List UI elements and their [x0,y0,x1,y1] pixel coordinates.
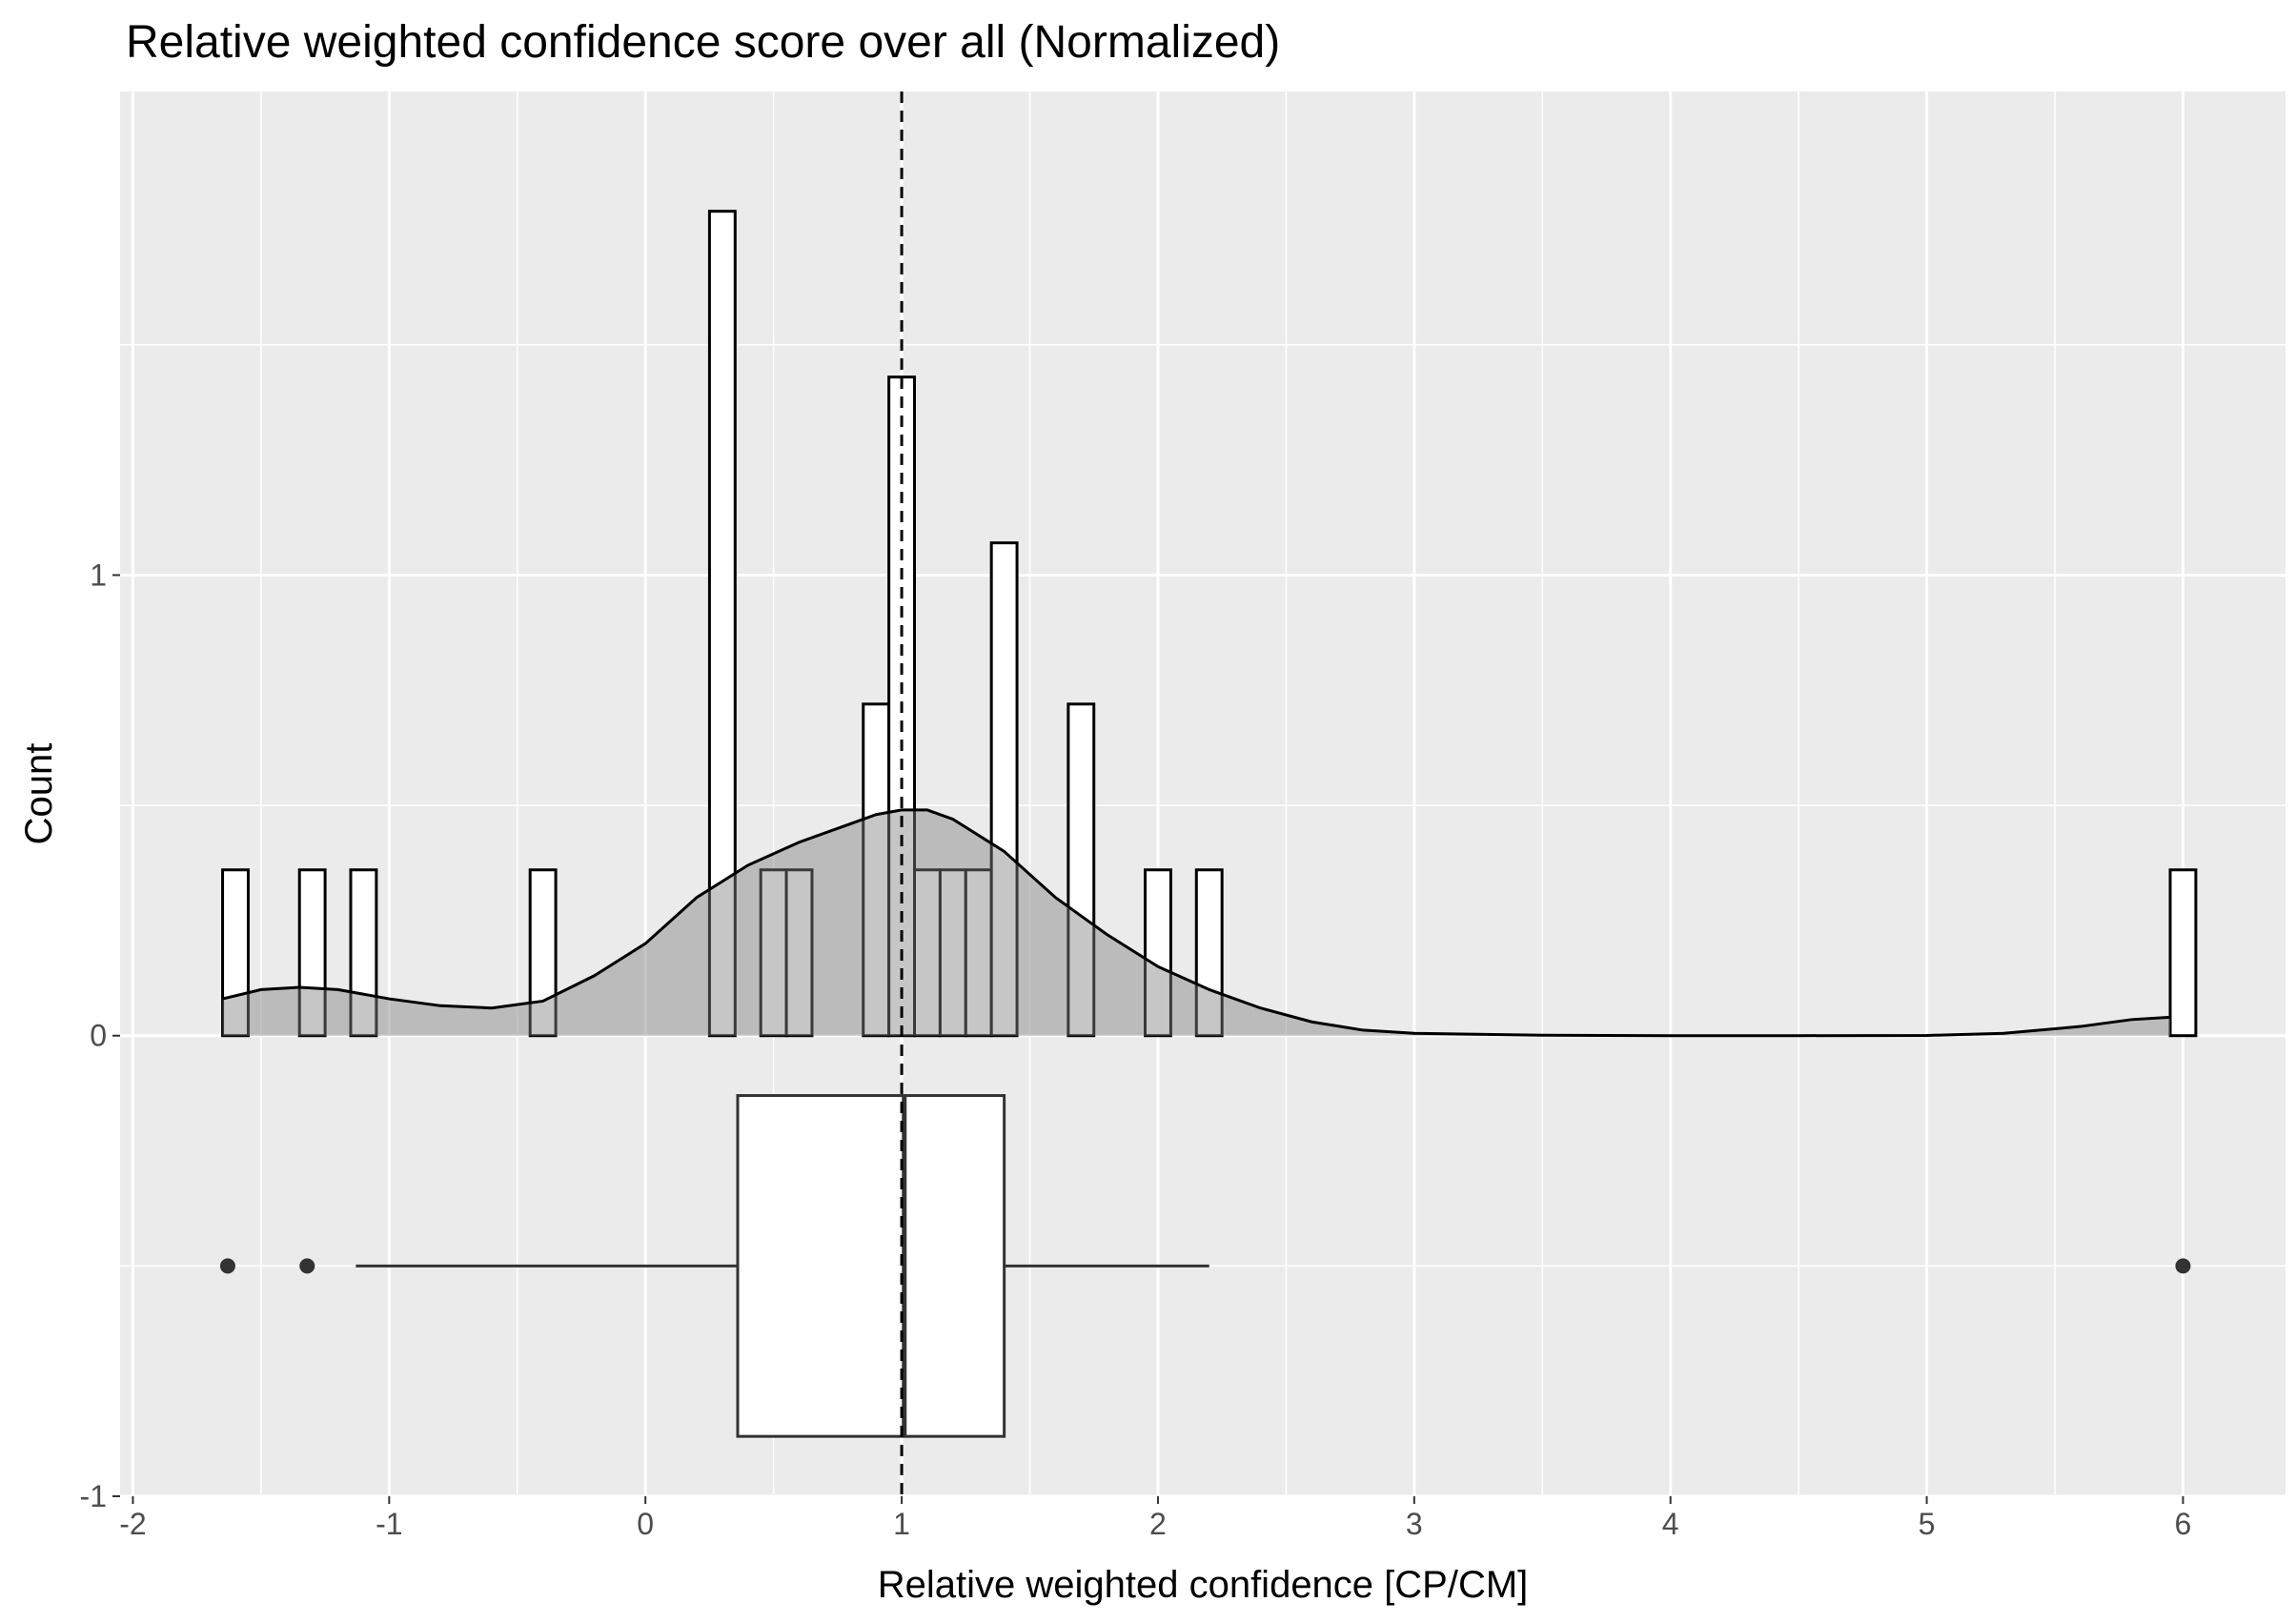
histogram-bar [297,868,327,1038]
density-line [222,808,2171,1038]
x-tick-label: 1 [893,1507,910,1541]
histogram-bar [938,868,967,1038]
boxplot-outlier [299,1258,315,1274]
x-tick-label: 2 [1149,1507,1167,1541]
histogram-bar [1144,868,1172,1038]
density-curve-group [222,808,2171,1038]
histogram-bar [784,868,814,1038]
histogram-bar [989,541,1019,1038]
x-tick-label: 5 [1919,1507,1936,1541]
boxplot-outlier [219,1258,235,1274]
x-tick-label: 6 [2175,1507,2192,1541]
histogram-bar [862,702,891,1038]
axes: -2 -1 0 1 2 3 4 5 6 -1 0 1 [80,558,2192,1541]
histogram-bar [964,868,993,1038]
x-tick-label: -1 [376,1507,402,1541]
boxplot-box [736,1094,1006,1438]
histogram-bar [1067,702,1096,1038]
y-axis-title: Count [18,743,60,845]
histogram-bar [2168,868,2198,1038]
x-tick-label: 3 [1406,1507,1423,1541]
y-tick-label: -1 [80,1479,107,1513]
plot-panel [120,91,2286,1496]
x-tick-label: 4 [1662,1507,1679,1541]
x-tick-label: 0 [637,1507,654,1541]
histogram-bar [1194,868,1224,1038]
y-tick-label: 1 [90,558,107,592]
x-axis-title: Relative weighted confidence [CP/CM] [878,1564,1529,1606]
histogram-bar [528,868,558,1038]
chart-title: Relative weighted confidence score over … [126,17,1280,68]
histogram [221,210,2198,1038]
boxplot [219,1094,2191,1438]
boxplot-outlier [2175,1258,2191,1274]
y-tick-label: 0 [90,1019,107,1053]
x-tick-label: -2 [119,1507,146,1541]
histogram-bar [349,868,378,1038]
histogram-bar [707,210,737,1038]
histogram-bar [221,868,250,1038]
density-area [222,809,2171,1036]
histogram-bar [759,868,788,1038]
